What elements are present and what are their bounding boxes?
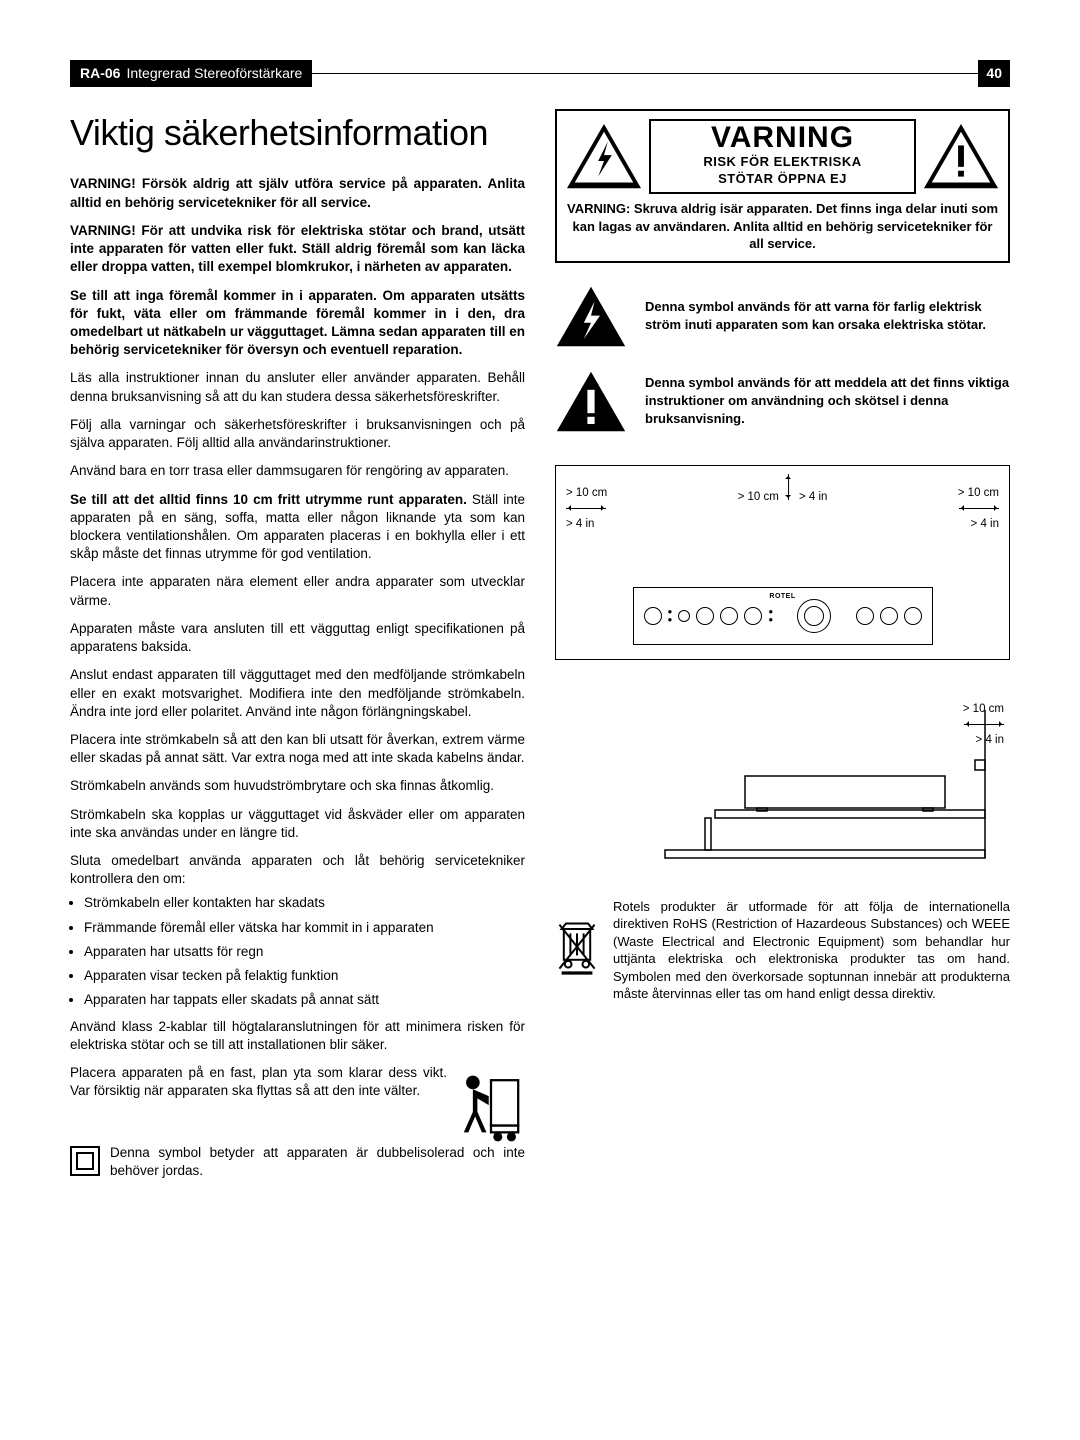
warning-panel: VARNING RISK FÖR ELEKTRISKA STÖTAR ÖPPNA… [555, 109, 1010, 263]
dim-in: > 4 in [976, 734, 1004, 746]
symbol-exclaim-text: Denna symbol används för att meddela att… [645, 374, 1010, 429]
exclamation-triangle-icon [922, 122, 1000, 190]
para-follow: Följ alla varningar och säkerhetsföreskr… [70, 416, 525, 452]
exclamation-triangle-icon [555, 370, 627, 433]
arrow-icon [959, 508, 999, 509]
para-read: Läs alla instruktioner innan du ansluter… [70, 369, 525, 405]
para-service-intro: Sluta omedelbart använda apparaten och l… [70, 852, 525, 888]
clearance-side-diagram: > 10 cm > 4 in [555, 680, 1010, 870]
amplifier-front-icon: ●● ●● ROTEL [633, 587, 933, 645]
arrow-icon [788, 474, 789, 500]
para-double-insulated: Denna symbol betyder att apparaten är du… [110, 1144, 525, 1180]
symbol-row-lightning: Denna symbol används för att varna för f… [555, 285, 1010, 348]
para-cord: Anslut endast apparaten till vägguttaget… [70, 666, 525, 721]
dim-cm: > 10 cm [958, 487, 999, 499]
para-clean: Använd bara en torr trasa eller dammsuga… [70, 462, 525, 480]
dim-in: > 4 in [566, 518, 594, 530]
weee-row: Rotels produkter är utformade för att fö… [555, 898, 1010, 1003]
lightning-triangle-icon [565, 122, 643, 190]
double-insulated-row: Denna symbol betyder att apparaten är du… [70, 1144, 525, 1180]
dim-in: > 4 in [799, 491, 827, 503]
moving-cart-icon [457, 1064, 525, 1144]
weee-bin-icon [555, 918, 599, 975]
list-item: Apparaten har tappats eller skadats på a… [84, 991, 525, 1009]
left-column: Viktig säkerhetsinformation VARNING! För… [70, 109, 525, 1181]
service-list: Strömkabeln eller kontakten har skadats … [84, 894, 525, 1009]
para-clearance: Se till att det alltid finns 10 cm fritt… [70, 491, 525, 564]
para-mains: Strömkabeln används som huvudströmbrytar… [70, 777, 525, 795]
list-item: Strömkabeln eller kontakten har skadats [84, 894, 525, 912]
page-title: Viktig säkerhetsinformation [70, 109, 525, 158]
page-number: 40 [978, 60, 1010, 87]
page-header: RA-06 Integrerad Stereoförstärkare 40 [70, 60, 1010, 87]
dim-cm: > 10 cm [963, 703, 1004, 715]
dim-cm: > 10 cm [738, 491, 779, 503]
arrow-icon [964, 724, 1004, 725]
clearance-front-diagram: > 10 cm > 4 in > 10 cm > 4 in > 10 cm > … [555, 465, 1010, 660]
brand-label: ROTEL [769, 592, 795, 601]
arrow-icon [566, 508, 606, 509]
placement-row: Placera apparaten på en fast, plan yta s… [70, 1064, 525, 1144]
warning-sub2: STÖTAR ÖPPNA EJ [655, 170, 910, 188]
content-columns: Viktig säkerhetsinformation VARNING! För… [70, 109, 1010, 1181]
dim-cm: > 10 cm [566, 487, 607, 499]
double-insulated-icon [70, 1146, 100, 1176]
warning-3: Se till att inga föremål kommer in i app… [70, 287, 525, 360]
warning-title-box: VARNING RISK FÖR ELEKTRISKA STÖTAR ÖPPNA… [649, 119, 916, 194]
warning-title: VARNING [655, 123, 910, 153]
list-item: Apparaten har utsatts för regn [84, 943, 525, 961]
para-class2: Använd klass 2-kablar till högtalaranslu… [70, 1018, 525, 1054]
symbol-lightning-text: Denna symbol används för att varna för f… [645, 298, 1010, 334]
symbol-row-exclaim: Denna symbol används för att meddela att… [555, 370, 1010, 433]
para-placement: Placera apparaten på en fast, plan yta s… [70, 1064, 447, 1100]
header-model-block: RA-06 Integrerad Stereoförstärkare [70, 60, 312, 87]
header-rule [312, 73, 978, 74]
shelf-side-icon [555, 680, 1010, 860]
weee-text: Rotels produkter är utformade för att fö… [613, 898, 1010, 1003]
para-heat: Placera inte apparaten nära element elle… [70, 573, 525, 609]
para-unplug: Strömkabeln ska kopplas ur vägguttaget v… [70, 806, 525, 842]
warning-caption: VARNING: Skruva aldrig isär apparaten. D… [565, 200, 1000, 253]
list-item: Främmande föremål eller vätska har kommi… [84, 919, 525, 937]
list-item: Apparaten visar tecken på felaktig funkt… [84, 967, 525, 985]
para-cord-protect: Placera inte strömkabeln så att den kan … [70, 731, 525, 767]
lightning-triangle-icon [555, 285, 627, 348]
warning-top-row: VARNING RISK FÖR ELEKTRISKA STÖTAR ÖPPNA… [565, 119, 1000, 194]
model-subtitle: Integrerad Stereoförstärkare [126, 64, 302, 83]
warning-1: VARNING! Försök aldrig att själv utföra … [70, 175, 525, 211]
model-code: RA-06 [80, 64, 120, 83]
para-outlet: Apparaten måste vara ansluten till ett v… [70, 620, 525, 656]
right-column: VARNING RISK FÖR ELEKTRISKA STÖTAR ÖPPNA… [555, 109, 1010, 1181]
para-clearance-bold: Se till att det alltid finns 10 cm fritt… [70, 492, 467, 507]
dim-in: > 4 in [971, 518, 999, 530]
warning-2: VARNING! För att undvika risk för elektr… [70, 222, 525, 277]
warning-sub1: RISK FÖR ELEKTRISKA [655, 153, 910, 171]
